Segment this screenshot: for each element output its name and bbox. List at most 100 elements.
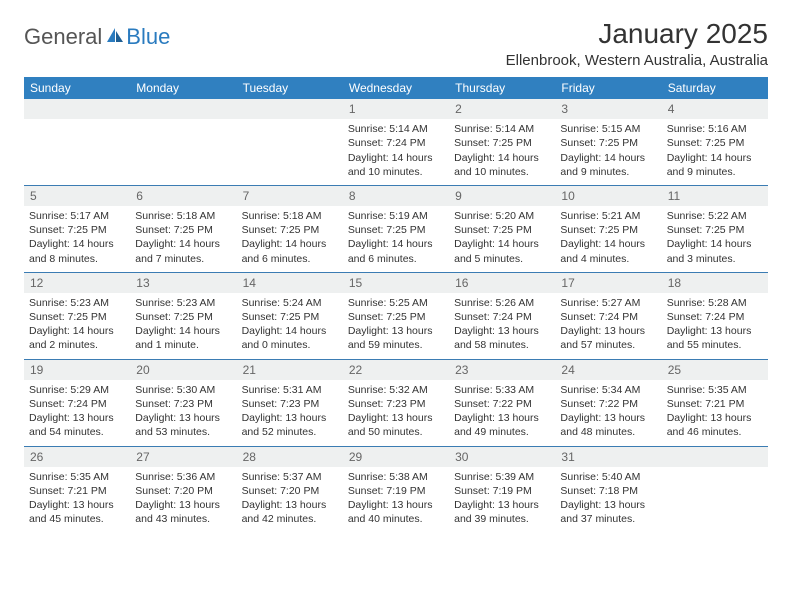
day-cell: 7Sunrise: 5:18 AMSunset: 7:25 PMDaylight… <box>237 185 343 272</box>
daylight-line: Daylight: 13 hours and 50 minutes. <box>348 411 444 439</box>
daylight-line: Daylight: 14 hours and 3 minutes. <box>667 237 763 265</box>
sunrise-line: Sunrise: 5:16 AM <box>667 122 763 136</box>
day-header: Wednesday <box>343 77 449 99</box>
day-cell: 1Sunrise: 5:14 AMSunset: 7:24 PMDaylight… <box>343 99 449 185</box>
calendar-week: 1Sunrise: 5:14 AMSunset: 7:24 PMDaylight… <box>24 99 768 185</box>
daylight-line: Daylight: 14 hours and 2 minutes. <box>29 324 125 352</box>
day-number: 14 <box>237 273 343 293</box>
daylight-line: Daylight: 13 hours and 52 minutes. <box>242 411 338 439</box>
day-header: Tuesday <box>237 77 343 99</box>
calendar-week: 26Sunrise: 5:35 AMSunset: 7:21 PMDayligh… <box>24 446 768 532</box>
daylight-line: Daylight: 13 hours and 45 minutes. <box>29 498 125 526</box>
day-cell: 4Sunrise: 5:16 AMSunset: 7:25 PMDaylight… <box>662 99 768 185</box>
sunset-line: Sunset: 7:25 PM <box>348 310 444 324</box>
daylight-line: Daylight: 14 hours and 1 minute. <box>135 324 231 352</box>
location: Ellenbrook, Western Australia, Australia <box>506 52 768 69</box>
day-number: 15 <box>343 273 449 293</box>
day-cell: 2Sunrise: 5:14 AMSunset: 7:25 PMDaylight… <box>449 99 555 185</box>
sunset-line: Sunset: 7:22 PM <box>454 397 550 411</box>
daylight-line: Daylight: 14 hours and 4 minutes. <box>560 237 656 265</box>
day-number: 12 <box>24 273 130 293</box>
day-number: 19 <box>24 360 130 380</box>
sunrise-line: Sunrise: 5:35 AM <box>29 470 125 484</box>
sunrise-line: Sunrise: 5:32 AM <box>348 383 444 397</box>
sunset-line: Sunset: 7:25 PM <box>242 223 338 237</box>
daylight-line: Daylight: 13 hours and 57 minutes. <box>560 324 656 352</box>
sunset-line: Sunset: 7:25 PM <box>667 136 763 150</box>
day-cell: 6Sunrise: 5:18 AMSunset: 7:25 PMDaylight… <box>130 185 236 272</box>
sunrise-line: Sunrise: 5:14 AM <box>348 122 444 136</box>
day-cell: 17Sunrise: 5:27 AMSunset: 7:24 PMDayligh… <box>555 272 661 359</box>
day-header: Thursday <box>449 77 555 99</box>
day-cell: 21Sunrise: 5:31 AMSunset: 7:23 PMDayligh… <box>237 359 343 446</box>
sunset-line: Sunset: 7:25 PM <box>560 223 656 237</box>
sunrise-line: Sunrise: 5:15 AM <box>560 122 656 136</box>
sunrise-line: Sunrise: 5:21 AM <box>560 209 656 223</box>
day-number <box>24 99 130 119</box>
day-cell: 30Sunrise: 5:39 AMSunset: 7:19 PMDayligh… <box>449 446 555 532</box>
sunrise-line: Sunrise: 5:27 AM <box>560 296 656 310</box>
day-number: 16 <box>449 273 555 293</box>
day-number: 4 <box>662 99 768 119</box>
sunset-line: Sunset: 7:24 PM <box>29 397 125 411</box>
day-number: 30 <box>449 447 555 467</box>
day-number: 20 <box>130 360 236 380</box>
logo: General Blue <box>24 24 170 50</box>
sunrise-line: Sunrise: 5:33 AM <box>454 383 550 397</box>
sunrise-line: Sunrise: 5:20 AM <box>454 209 550 223</box>
month-title: January 2025 <box>506 18 768 50</box>
daylight-line: Daylight: 14 hours and 10 minutes. <box>348 151 444 179</box>
sunrise-line: Sunrise: 5:22 AM <box>667 209 763 223</box>
sunrise-line: Sunrise: 5:24 AM <box>242 296 338 310</box>
sunset-line: Sunset: 7:24 PM <box>454 310 550 324</box>
sunrise-line: Sunrise: 5:37 AM <box>242 470 338 484</box>
day-cell: 11 Sunrise: 5:22 AMSunset: 7:25 PMDayligh… <box>662 185 768 272</box>
day-number <box>130 99 236 119</box>
day-number: 23 <box>449 360 555 380</box>
daylight-line: Daylight: 13 hours and 49 minutes. <box>454 411 550 439</box>
day-number <box>662 447 768 467</box>
sunrise-line: Sunrise: 5:19 AM <box>348 209 444 223</box>
day-cell: 20Sunrise: 5:30 AMSunset: 7:23 PMDayligh… <box>130 359 236 446</box>
day-number: 17 <box>555 273 661 293</box>
daylight-line: Daylight: 13 hours and 58 minutes. <box>454 324 550 352</box>
day-number: 13 <box>130 273 236 293</box>
day-cell: 28Sunrise: 5:37 AMSunset: 7:20 PMDayligh… <box>237 446 343 532</box>
sunrise-line: Sunrise: 5:18 AM <box>135 209 231 223</box>
day-number <box>237 99 343 119</box>
sunrise-line: Sunrise: 5:23 AM <box>135 296 231 310</box>
sunrise-line: Sunrise: 5:31 AM <box>242 383 338 397</box>
daylight-line: Daylight: 14 hours and 10 minutes. <box>454 151 550 179</box>
daylight-line: Daylight: 13 hours and 46 minutes. <box>667 411 763 439</box>
sunset-line: Sunset: 7:25 PM <box>29 310 125 324</box>
daylight-line: Daylight: 14 hours and 0 minutes. <box>242 324 338 352</box>
daylight-line: Daylight: 13 hours and 48 minutes. <box>560 411 656 439</box>
daylight-line: Daylight: 13 hours and 42 minutes. <box>242 498 338 526</box>
sunset-line: Sunset: 7:23 PM <box>135 397 231 411</box>
daylight-line: Daylight: 14 hours and 6 minutes. <box>242 237 338 265</box>
day-header: Saturday <box>662 77 768 99</box>
empty-cell <box>237 99 343 185</box>
day-cell: 23 Sunrise: 5:33 AMSunset: 7:22 PMDayligh… <box>449 359 555 446</box>
daylight-line: Daylight: 13 hours and 54 minutes. <box>29 411 125 439</box>
sunrise-line: Sunrise: 5:18 AM <box>242 209 338 223</box>
calendar-week: 19Sunrise: 5:29 AMSunset: 7:24 PMDayligh… <box>24 359 768 446</box>
daylight-line: Daylight: 13 hours and 59 minutes. <box>348 324 444 352</box>
sunset-line: Sunset: 7:19 PM <box>454 484 550 498</box>
sunset-line: Sunset: 7:20 PM <box>135 484 231 498</box>
day-header: Friday <box>555 77 661 99</box>
daylight-line: Daylight: 14 hours and 7 minutes. <box>135 237 231 265</box>
sunrise-line: Sunrise: 5:40 AM <box>560 470 656 484</box>
sunset-line: Sunset: 7:25 PM <box>454 223 550 237</box>
day-number: 3 <box>555 99 661 119</box>
day-number: 11 <box>662 186 768 206</box>
sunrise-line: Sunrise: 5:34 AM <box>560 383 656 397</box>
sunset-line: Sunset: 7:25 PM <box>667 223 763 237</box>
day-cell: 8Sunrise: 5:19 AMSunset: 7:25 PMDaylight… <box>343 185 449 272</box>
day-cell: 22Sunrise: 5:32 AMSunset: 7:23 PMDayligh… <box>343 359 449 446</box>
calendar-week: 5Sunrise: 5:17 AMSunset: 7:25 PMDaylight… <box>24 185 768 272</box>
day-cell: 26Sunrise: 5:35 AMSunset: 7:21 PMDayligh… <box>24 446 130 532</box>
day-cell: 15Sunrise: 5:25 AMSunset: 7:25 PMDayligh… <box>343 272 449 359</box>
daylight-line: Daylight: 13 hours and 43 minutes. <box>135 498 231 526</box>
sunset-line: Sunset: 7:25 PM <box>29 223 125 237</box>
